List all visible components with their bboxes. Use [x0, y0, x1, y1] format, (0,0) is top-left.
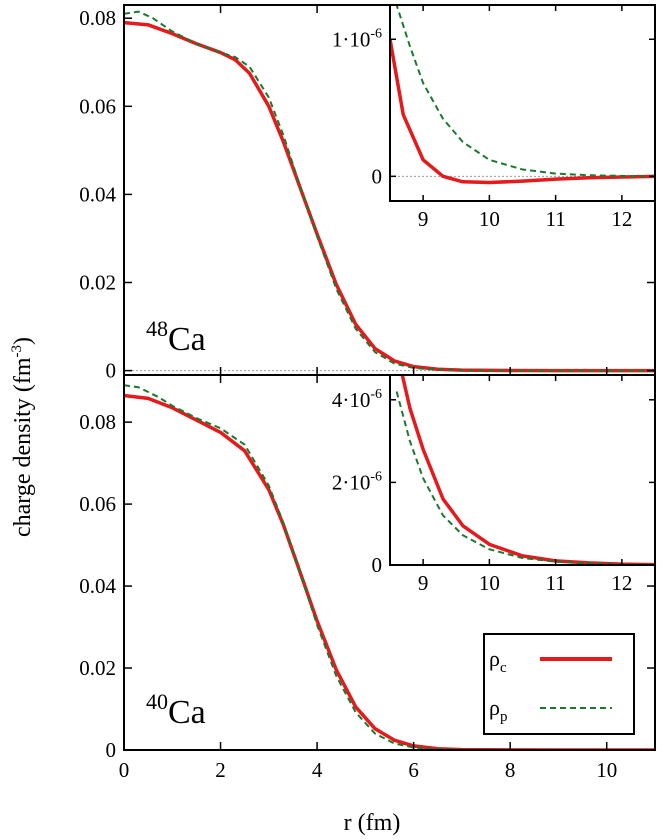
legend: ρc ρp [483, 633, 635, 735]
ca40-main-xtick-label: 4 [312, 758, 323, 782]
legend-label-rho-c: ρc [489, 646, 507, 676]
ca48-inset-frame [389, 4, 656, 202]
legend-box [483, 633, 635, 735]
ca48-inset-series-rho-c [390, 38, 655, 185]
ca40-inset-xtick-label: 12 [611, 571, 632, 595]
ca40-inset-ytick-label: 2·10-6 [332, 469, 382, 494]
ca48-inset-ytick-label: 1·10-6 [332, 26, 382, 51]
ca40-inset-ytick-label: 0 [372, 553, 383, 577]
ca48-main-ytick-label: 0 [106, 359, 117, 383]
ca48-main-ytick-label: 0.02 [79, 271, 116, 295]
ca40-main-xtick-label: 10 [596, 758, 617, 782]
legend-entry-rho-c: ρc [489, 646, 612, 676]
legend-entry-rho-p: ρp [489, 695, 612, 725]
ca48-main-ytick-label: 0.04 [79, 182, 116, 206]
ca48-inset-background [390, 5, 655, 201]
ca48-inset-xtick-label: 10 [479, 207, 500, 231]
ca48-inset-ytick-label: 0 [372, 164, 383, 188]
ca40-inset-xtick-label: 9 [418, 571, 429, 595]
ca40-inset-xtick-label: 10 [479, 571, 500, 595]
ca48-main-ytick-label: 0.06 [79, 94, 116, 118]
ca40-inset-xtick-label: 11 [546, 571, 566, 595]
ca40-inset-panel: 9 10 11 12 0 2·10-6 4·10-6 [332, 374, 656, 595]
ca48-inset-xtick-label: 12 [611, 207, 632, 231]
ca40-main-ytick-label: 0.02 [79, 656, 116, 680]
ca40-main-isotope-label: 40Ca [146, 689, 206, 731]
ca48-inset-xtick-label: 11 [546, 207, 566, 231]
ca48-inset-series-rho-p [395, 5, 655, 178]
ca48-inset-panel: 9 10 11 12 0 1·10-6 [332, 4, 656, 231]
ca40-main-xtick-label: 2 [215, 758, 226, 782]
ca48-inset-xtick-label: 9 [418, 207, 429, 231]
ca40-main-ytick-label: 0.08 [79, 410, 116, 434]
ca40-inset-background [390, 375, 655, 565]
ca40-main-ytick-label: 0.04 [79, 574, 116, 598]
ca48-main-ytick-label: 0.08 [79, 6, 116, 30]
ca40-main-ytick-label: 0 [106, 738, 117, 762]
legend-label-rho-p: ρp [489, 695, 507, 725]
ca40-main-xtick-label: 6 [408, 758, 419, 782]
ca40-main-ytick-label: 0.06 [79, 492, 116, 516]
ca40-main-xtick-label: 0 [119, 758, 130, 782]
ca40-main-xtick-label: 8 [505, 758, 516, 782]
ca40-inset-series-rho-p [395, 391, 655, 565]
ca40-inset-frame [389, 374, 656, 566]
y-axis-label: charge density (fm-3) [9, 337, 36, 537]
ca48-main-isotope-label: 48Ca [146, 316, 206, 358]
x-axis-label: r (fm) [344, 810, 401, 836]
ca40-inset-ytick-label: 4·10-6 [332, 387, 382, 412]
ca48-main-series-rho-p [124, 10, 655, 372]
